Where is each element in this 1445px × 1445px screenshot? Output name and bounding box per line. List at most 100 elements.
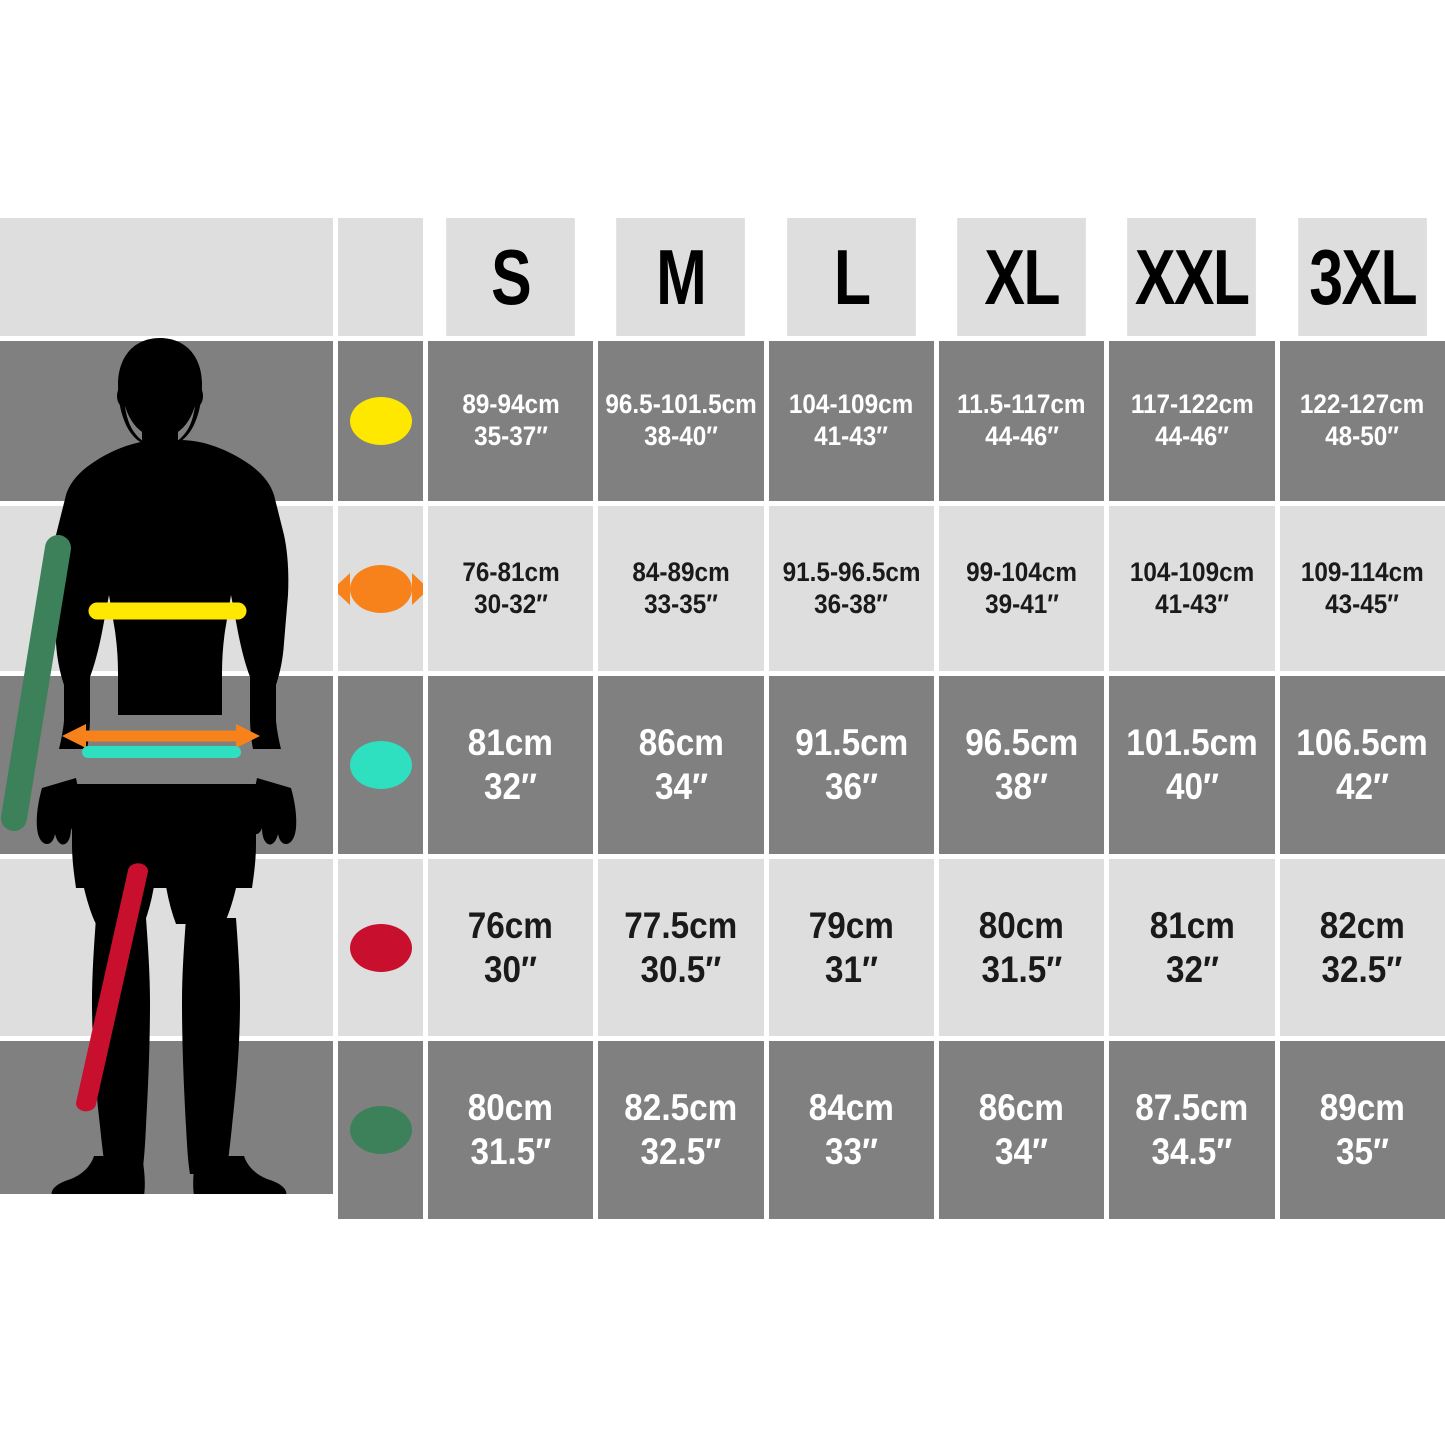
value-cm: 91.5cm	[794, 722, 908, 764]
silhouette-body	[36, 338, 297, 1194]
table-cell-waist-xxl: 104-109cm 41-43″	[1109, 506, 1275, 671]
left-foot-shape	[51, 1156, 145, 1194]
value-cm: 99-104cm	[966, 556, 1078, 587]
value-cm: 89-94cm	[462, 389, 560, 420]
table-cell-sleeve-xxl: 87.5cm 34.5″	[1109, 1041, 1275, 1219]
value-cm: 77.5cm	[624, 904, 738, 946]
legend-cell-hip	[338, 676, 423, 854]
value-cm: 104-109cm	[789, 389, 914, 420]
value-cm: 82cm	[1319, 904, 1405, 946]
figure-band-header	[0, 218, 333, 336]
inseam-measure-line	[76, 863, 148, 1112]
value-inch: 31.5″	[470, 1131, 552, 1172]
size-header-3xl: 3XL	[1297, 218, 1427, 336]
value-cm: 96.5cm	[965, 722, 1079, 764]
value-inch: 33-35″	[644, 588, 718, 619]
table-cell-hip-xxl: 101.5cm 40″	[1109, 676, 1275, 854]
value-inch: 38″	[995, 766, 1049, 807]
table-cell-chest-xl: 11.5-117cm 44-46″	[938, 341, 1105, 501]
table-cell-chest-3xl: 122-127cm 48-50″	[1279, 341, 1445, 501]
legend-cell-waist	[338, 506, 423, 671]
size-header-label: XL	[984, 233, 1060, 321]
shorts-shape	[72, 784, 256, 888]
value-cm: 84-89cm	[632, 556, 730, 587]
value-cm: 76cm	[468, 904, 554, 946]
figure-band-sleeve	[0, 1041, 333, 1194]
value-inch: 32.5″	[640, 1131, 722, 1172]
value-inch: 35-37″	[473, 421, 548, 451]
size-header-label: XXL	[1135, 233, 1250, 321]
value-inch: 35″	[1335, 1131, 1389, 1172]
value-inch: 44-46″	[984, 421, 1059, 451]
table-cell-sleeve-m: 82.5cm 32.5″	[598, 1041, 764, 1219]
value-cm: 117-122cm	[1130, 389, 1254, 420]
value-cm: 109-114cm	[1300, 556, 1424, 587]
table-cell-hip-xl: 96.5cm 38″	[938, 676, 1105, 854]
table-cell-hip-l: 91.5cm 36″	[768, 676, 934, 854]
table-cell-waist-s: 76-81cm 30-32″	[428, 506, 594, 671]
value-inch: 31″	[824, 948, 878, 990]
value-cm: 101.5cm	[1126, 722, 1258, 764]
right-leg-shape	[182, 918, 240, 1174]
head-shape	[123, 342, 197, 438]
value-cm: 91.5-96.5cm	[782, 556, 921, 587]
table-cell-inseam-s: 76cm 30″	[428, 859, 594, 1036]
left-hand-shape	[36, 778, 84, 845]
sleeve-measure-line	[1, 535, 71, 831]
value-cm: 81cm	[468, 722, 554, 764]
value-inch: 43-45″	[1325, 588, 1400, 619]
value-inch: 34″	[654, 766, 708, 807]
shorts-legs-shape	[80, 842, 240, 924]
hip-marker-icon	[349, 741, 412, 789]
value-inch: 30″	[484, 948, 538, 990]
value-cm: 96.5-101.5cm	[605, 389, 757, 420]
value-cm: 84cm	[808, 1087, 894, 1129]
value-cm: 106.5cm	[1296, 722, 1429, 764]
table-cell-waist-xl: 99-104cm 39-41″	[938, 506, 1105, 671]
chest-marker-icon	[349, 397, 412, 445]
value-inch: 34.5″	[1151, 1131, 1233, 1172]
value-inch: 41-43″	[1155, 588, 1229, 619]
table-cell-sleeve-l: 84cm 33″	[768, 1041, 934, 1219]
inseam-marker-icon	[349, 923, 412, 972]
value-cm: 80cm	[468, 1087, 554, 1129]
table-cell-inseam-xxl: 81cm 32″	[1109, 859, 1275, 1036]
value-inch: 30-32″	[473, 588, 548, 619]
value-cm: 82.5cm	[624, 1087, 738, 1129]
value-cm: 122-127cm	[1300, 389, 1425, 420]
value-cm: 89cm	[1319, 1087, 1405, 1129]
table-cell-waist-m: 84-89cm 33-35″	[598, 506, 764, 671]
table-cell-hip-s: 81cm 32″	[428, 676, 594, 854]
value-inch: 36-38″	[814, 588, 889, 619]
size-header-label: S	[491, 233, 532, 321]
table-cell-sleeve-xl: 86cm 34″	[938, 1041, 1105, 1219]
table-cell-inseam-l: 79cm 31″	[768, 859, 934, 1036]
value-inch: 41-43″	[814, 421, 889, 451]
value-cm: 87.5cm	[1135, 1087, 1249, 1129]
size-chart-table: S M L XL XXL 3XL 89-94cm 35-37″ 96.5-101…	[0, 218, 1445, 1219]
legend-cell-inseam	[338, 859, 423, 1036]
legend-cell-sleeve	[338, 1041, 423, 1219]
size-header-label: 3XL	[1308, 233, 1417, 321]
value-cm: 86cm	[638, 722, 724, 764]
legend-cell-chest	[338, 341, 423, 501]
waist-marker-icon	[349, 564, 412, 613]
table-cell-inseam-m: 77.5cm 30.5″	[598, 859, 764, 1036]
value-inch: 40″	[1165, 766, 1219, 807]
waist-measure-arrow	[62, 724, 260, 748]
value-inch: 31.5″	[981, 948, 1063, 990]
value-cm: 80cm	[979, 904, 1065, 946]
legend-header-cell	[338, 218, 423, 336]
size-header-s: S	[446, 218, 576, 336]
sleeve-marker-icon	[349, 1106, 412, 1154]
value-inch: 33″	[824, 1131, 878, 1172]
value-inch: 32″	[484, 766, 538, 807]
table-cell-sleeve-3xl: 89cm 35″	[1279, 1041, 1445, 1219]
right-foot-shape	[193, 1156, 287, 1194]
table-cell-chest-s: 89-94cm 35-37″	[428, 341, 594, 501]
table-cell-inseam-3xl: 82cm 32.5″	[1279, 859, 1445, 1036]
value-inch: 36″	[824, 766, 878, 807]
value-inch: 34″	[995, 1131, 1049, 1172]
table-cell-chest-xxl: 117-122cm 44-46″	[1109, 341, 1275, 501]
size-header-xxl: XXL	[1127, 218, 1257, 336]
